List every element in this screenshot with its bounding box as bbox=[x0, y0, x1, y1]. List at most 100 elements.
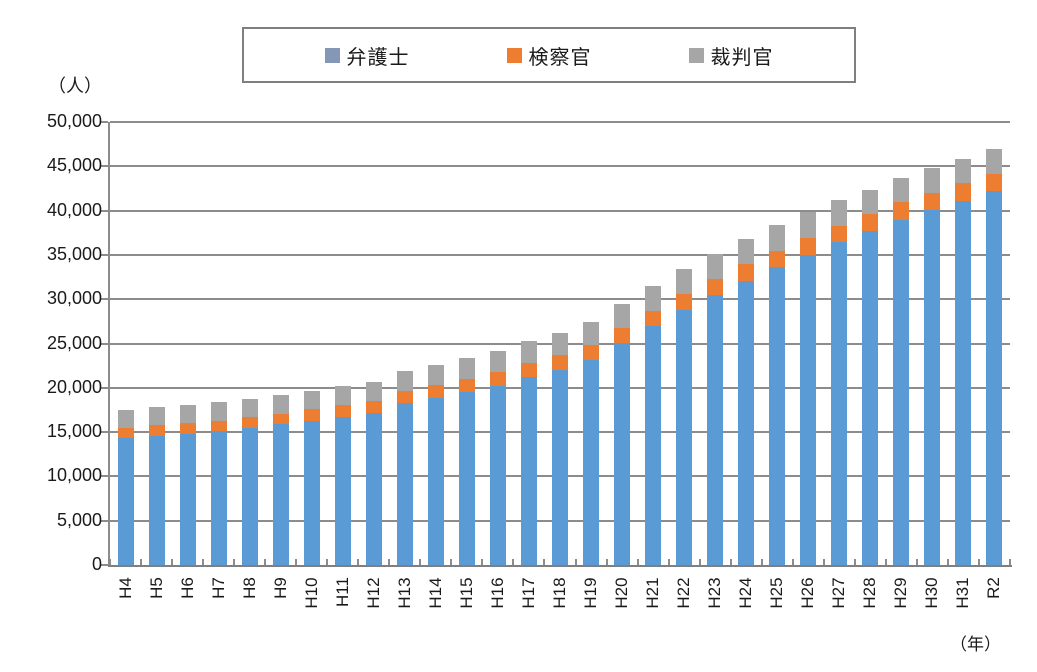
bar-segment-弁護士 bbox=[520, 377, 537, 565]
bar-segment-裁判官 bbox=[272, 395, 289, 414]
x-tick bbox=[388, 559, 391, 565]
y-tick bbox=[101, 165, 108, 168]
x-tick bbox=[915, 559, 918, 565]
bar-segment-検察官 bbox=[272, 413, 289, 425]
bar-segment-裁判官 bbox=[520, 341, 537, 363]
bar-segment-裁判官 bbox=[210, 402, 227, 421]
y-tick-label: 30,000 bbox=[46, 288, 102, 309]
y-tick bbox=[101, 121, 108, 123]
bar-segment-裁判官 bbox=[148, 407, 165, 426]
x-tick-label: H22 bbox=[674, 576, 694, 609]
bar-segment-裁判官 bbox=[458, 358, 475, 379]
x-tick-label: H8 bbox=[239, 577, 259, 599]
bar-segment-検察官 bbox=[148, 425, 165, 436]
x-tick-label: H6 bbox=[177, 577, 197, 599]
x-tick bbox=[791, 559, 794, 565]
y-tick bbox=[101, 475, 108, 478]
x-tick-label: H24 bbox=[736, 576, 756, 609]
bar-segment-弁護士 bbox=[148, 435, 165, 565]
x-tick bbox=[109, 559, 111, 565]
x-tick-label: H9 bbox=[270, 577, 290, 599]
x-tick-label: H16 bbox=[487, 576, 507, 609]
y-tick bbox=[101, 431, 108, 434]
bar-segment-弁護士 bbox=[924, 210, 941, 565]
bar-segment-弁護士 bbox=[707, 294, 724, 565]
bar-segment-弁護士 bbox=[396, 403, 413, 565]
y-tick-label: 5,000 bbox=[56, 509, 102, 530]
x-axis-unit-label: （年） bbox=[950, 635, 1001, 654]
bar-segment-裁判官 bbox=[334, 386, 351, 406]
y-tick bbox=[101, 253, 108, 256]
legend-item-label: 弁護士 bbox=[346, 46, 410, 69]
gridline bbox=[110, 165, 1010, 168]
x-tick-label: H15 bbox=[456, 576, 476, 609]
legend-swatch-prosecutor-icon bbox=[506, 47, 522, 63]
plot-area bbox=[101, 121, 1012, 567]
bar-segment-検察官 bbox=[365, 401, 382, 414]
y-tick-label: 50,000 bbox=[46, 111, 102, 131]
x-tick bbox=[481, 559, 484, 565]
y-tick-label: 40,000 bbox=[46, 199, 102, 220]
bar-segment-裁判官 bbox=[986, 149, 1003, 174]
bar-segment-裁判官 bbox=[738, 239, 755, 265]
x-tick-label: H26 bbox=[798, 576, 818, 609]
x-tick bbox=[512, 559, 515, 565]
bar-segment-検察官 bbox=[520, 362, 537, 378]
x-tick bbox=[729, 559, 732, 565]
gridline bbox=[110, 253, 1010, 256]
bar-segment-検察官 bbox=[334, 405, 351, 417]
y-tick bbox=[101, 564, 108, 566]
y-tick-label: 45,000 bbox=[46, 155, 102, 176]
bar-segment-裁判官 bbox=[614, 303, 631, 328]
x-tick bbox=[202, 559, 205, 565]
bar-segment-検察官 bbox=[769, 250, 786, 268]
bar-segment-裁判官 bbox=[179, 405, 196, 424]
x-tick-label: H4 bbox=[115, 577, 135, 599]
legend-swatch-judge-icon bbox=[688, 47, 704, 63]
bar-segment-検察官 bbox=[241, 417, 258, 429]
bar-segment-弁護士 bbox=[769, 267, 786, 565]
bar-segment-裁判官 bbox=[676, 269, 693, 294]
x-tick-label: H20 bbox=[612, 576, 632, 609]
y-axis-line bbox=[108, 122, 110, 567]
x-tick bbox=[574, 559, 577, 565]
legend-item-lawyer: 弁護士 bbox=[324, 41, 410, 70]
x-tick bbox=[884, 559, 887, 565]
bar-segment-弁護士 bbox=[489, 385, 506, 565]
x-tick-label: H28 bbox=[860, 576, 880, 609]
bar-segment-弁護士 bbox=[334, 416, 351, 565]
x-tick bbox=[450, 559, 453, 565]
x-tick-label: H14 bbox=[425, 576, 445, 609]
bar-segment-裁判官 bbox=[117, 409, 134, 428]
bar-segment-弁護士 bbox=[893, 219, 910, 565]
bar-segment-検察官 bbox=[552, 355, 568, 370]
bar-segment-弁護士 bbox=[179, 433, 196, 565]
x-tick bbox=[605, 559, 608, 565]
bar-segment-弁護士 bbox=[303, 420, 320, 565]
x-tick bbox=[233, 559, 236, 565]
bar-segment-裁判官 bbox=[924, 168, 941, 193]
bar-segment-裁判官 bbox=[707, 253, 724, 279]
bar-segment-検察官 bbox=[862, 214, 879, 232]
x-tick bbox=[946, 559, 949, 565]
bar-segment-弁護士 bbox=[800, 254, 817, 565]
bar-segment-裁判官 bbox=[800, 211, 817, 238]
y-tick-label: 35,000 bbox=[46, 243, 102, 264]
bar-segment-弁護士 bbox=[862, 231, 879, 565]
x-tick bbox=[698, 559, 701, 565]
y-tick-label: 25,000 bbox=[46, 332, 102, 353]
gridline bbox=[110, 298, 1010, 301]
x-tick bbox=[822, 559, 825, 565]
bar-segment-弁護士 bbox=[272, 424, 289, 565]
x-tick-label: H17 bbox=[518, 576, 538, 609]
bar-segment-裁判官 bbox=[489, 350, 506, 372]
x-tick-label: H21 bbox=[643, 576, 663, 609]
bar-segment-弁護士 bbox=[552, 369, 568, 565]
bar-segment-弁護士 bbox=[210, 431, 227, 565]
bar-segment-弁護士 bbox=[458, 392, 475, 565]
y-tick bbox=[101, 298, 108, 301]
bar-segment-検察官 bbox=[955, 183, 972, 201]
x-tick-label: H7 bbox=[208, 577, 228, 599]
bar-segment-弁護士 bbox=[365, 413, 382, 565]
